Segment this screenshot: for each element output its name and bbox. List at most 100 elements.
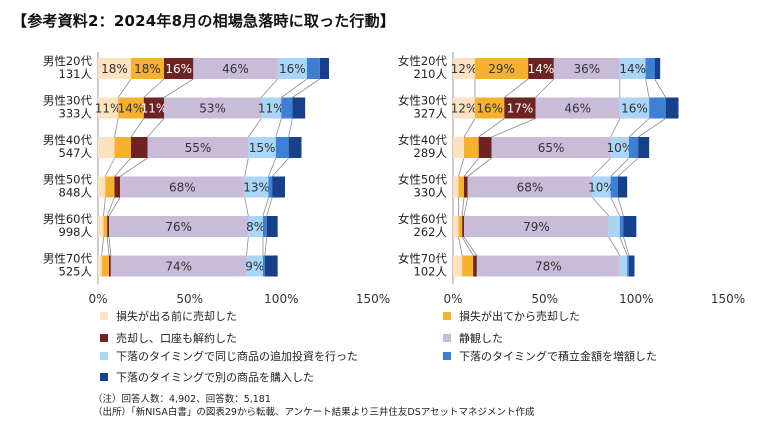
- bar-segment: [98, 137, 115, 158]
- connector-line: [463, 236, 478, 256]
- x-tick-label: 150%: [711, 292, 745, 306]
- connector-line: [623, 236, 630, 256]
- bar-segment: [553, 58, 620, 79]
- bar-segment: [638, 137, 650, 158]
- connector-line: [608, 236, 621, 256]
- bar-segment: [610, 137, 629, 158]
- data-label: 13%: [243, 181, 270, 195]
- connector-line: [467, 157, 492, 177]
- connector-line: [504, 78, 529, 98]
- bar-segment: [131, 58, 164, 79]
- category-count-label: 102人: [414, 265, 448, 279]
- bar-segment: [619, 255, 628, 277]
- bar-segment: [610, 176, 618, 198]
- category-count-label: 998人: [59, 225, 93, 239]
- note-source: （出所）「新NISA白書」の図表29から転載、アンケート結果より三井住友DSアセ…: [93, 407, 535, 418]
- bar-segment: [592, 176, 611, 198]
- data-label: 16%: [476, 102, 503, 116]
- bar-segment: [458, 176, 464, 198]
- data-label: 68%: [169, 181, 196, 195]
- connector-line: [130, 118, 145, 138]
- bar-segment: [110, 255, 247, 277]
- connector-line: [610, 197, 621, 217]
- connector-line: [654, 78, 667, 98]
- connector-line: [260, 78, 278, 98]
- legend-item: 損失が出る前に売却した: [100, 309, 237, 325]
- data-label: 18%: [101, 62, 128, 76]
- connector-line: [244, 157, 249, 177]
- connector-line: [617, 157, 639, 177]
- category-label: 女性60代: [398, 212, 448, 226]
- bar-segment: [462, 255, 474, 277]
- connector-line: [268, 157, 277, 177]
- bar-segment: [98, 255, 102, 277]
- connector-line: [458, 236, 463, 256]
- bar-segment: [649, 97, 666, 119]
- bar-segment: [528, 58, 554, 79]
- legend-label: 下落のタイミングで同じ商品の追加投資を行った: [116, 350, 358, 363]
- data-label: 12%: [451, 102, 478, 116]
- connector-line: [478, 118, 505, 138]
- data-label: 14%: [619, 62, 646, 76]
- data-label: 16%: [279, 62, 306, 76]
- legend-item: 下落のタイミングで同じ商品の追加投資を行った: [100, 349, 358, 365]
- category-label: 男性50代: [43, 173, 93, 187]
- x-tick-label: 50%: [531, 292, 558, 306]
- bar-segment: [464, 137, 479, 158]
- connector-line: [281, 78, 308, 98]
- bar-segment: [98, 58, 131, 79]
- bar-segment: [453, 137, 464, 158]
- connector-line: [288, 118, 293, 138]
- bar-segment: [478, 137, 492, 158]
- connector-line: [147, 118, 165, 138]
- connector-line: [610, 118, 621, 138]
- bar-segment: [248, 137, 276, 158]
- data-label: 11%: [95, 102, 122, 116]
- category-label: 男性40代: [43, 133, 93, 147]
- bar-segment: [619, 216, 624, 237]
- data-label: 9%: [245, 260, 264, 274]
- bar-segment: [246, 255, 263, 277]
- bar-segment: [453, 255, 463, 277]
- bar-segment: [453, 216, 459, 237]
- data-label: 15%: [249, 141, 276, 155]
- bar-segment: [98, 97, 119, 119]
- legend-label: 下落のタイミングで積立金額を増額した: [459, 350, 657, 363]
- data-label: 55%: [185, 141, 212, 155]
- bar-segment: [103, 216, 108, 237]
- bar-segment: [264, 255, 278, 277]
- category-label: 男性70代: [43, 252, 93, 266]
- legend-item: 売却し、口座も解約した: [100, 331, 237, 347]
- bar-segment: [292, 97, 306, 119]
- connector-line: [463, 118, 476, 138]
- bar-segment: [268, 176, 273, 198]
- connector-line: [244, 197, 249, 217]
- legend-item: 静観した: [443, 331, 503, 347]
- bar-segment: [473, 255, 477, 277]
- category-label: 男性30代: [43, 94, 93, 108]
- legend-label: 静観した: [459, 332, 503, 345]
- connector-line: [463, 157, 479, 177]
- bar-segment: [147, 137, 249, 158]
- legend-item: 下落のタイミングで別の商品を購入した: [100, 370, 314, 386]
- connector-line: [275, 118, 282, 138]
- bar-segment: [98, 176, 106, 198]
- bar-segment: [118, 97, 144, 119]
- bar-segment: [120, 176, 245, 198]
- data-label: 46%: [222, 62, 249, 76]
- data-label: 79%: [523, 220, 550, 234]
- bar-segment: [654, 58, 661, 79]
- data-label: 36%: [573, 62, 600, 76]
- bar-segment: [114, 176, 120, 198]
- legend-label: 売却し、口座も解約した: [116, 332, 237, 345]
- bar-segment: [627, 255, 629, 277]
- footnotes: （注）回答人数：4,902、回答数：5,181 （出所）「新NISA白書」の図表…: [93, 393, 535, 419]
- bar-segment: [164, 58, 194, 79]
- connector-line: [101, 236, 104, 256]
- category-label: 女性70代: [398, 252, 448, 266]
- bar-segment: [319, 58, 329, 79]
- connector-line: [610, 157, 630, 177]
- connector-line: [458, 157, 465, 177]
- connector-line: [119, 157, 148, 177]
